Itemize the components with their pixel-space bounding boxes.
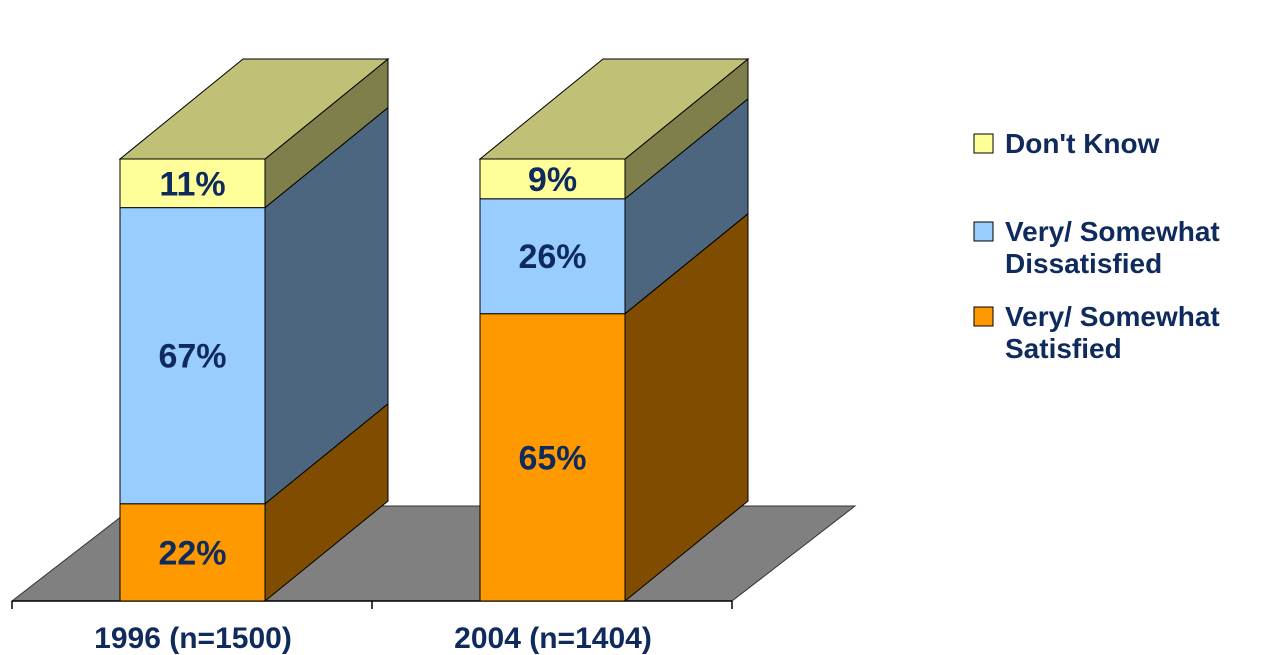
x-axis — [11, 600, 733, 609]
bar-segment — [119, 158, 266, 209]
data-label: 26% — [518, 238, 586, 276]
bar-top-face — [478, 58, 750, 160]
legend-swatch — [973, 133, 994, 154]
legend-entry: Don't Know — [973, 128, 1160, 159]
bar-top-face — [118, 58, 390, 160]
legend-swatch — [973, 306, 994, 327]
legend-label: Dissatisfied — [1005, 248, 1162, 279]
bar-segment — [479, 198, 626, 315]
legend-swatch — [973, 221, 994, 242]
bars: 22% 67% 11% 65% 26% 9% — [118, 57, 750, 603]
legend-label: Very/ Somewhat — [1005, 216, 1220, 247]
data-label: 11% — [159, 165, 225, 203]
data-label: 65% — [518, 439, 586, 477]
legend-label: Don't Know — [1005, 128, 1160, 159]
bar-segment — [479, 158, 626, 200]
legend-label: Very/ Somewhat — [1005, 301, 1220, 332]
bar-stack: 22% 67% 11% — [118, 57, 390, 603]
x-tick-label: 1996 (n=1500) — [94, 622, 292, 655]
data-label: 22% — [158, 534, 226, 572]
data-label: 9% — [528, 161, 577, 199]
legend-label: Satisfied — [1005, 333, 1122, 364]
bar-segment — [479, 313, 626, 602]
x-tick-label: 2004 (n=1404) — [454, 622, 652, 655]
category-labels: 1996 (n=1500) 2004 (n=1404) — [94, 622, 652, 655]
bar-segment — [119, 207, 266, 505]
bar-stack: 65% 26% 9% — [478, 57, 750, 603]
data-label: 67% — [158, 338, 226, 376]
